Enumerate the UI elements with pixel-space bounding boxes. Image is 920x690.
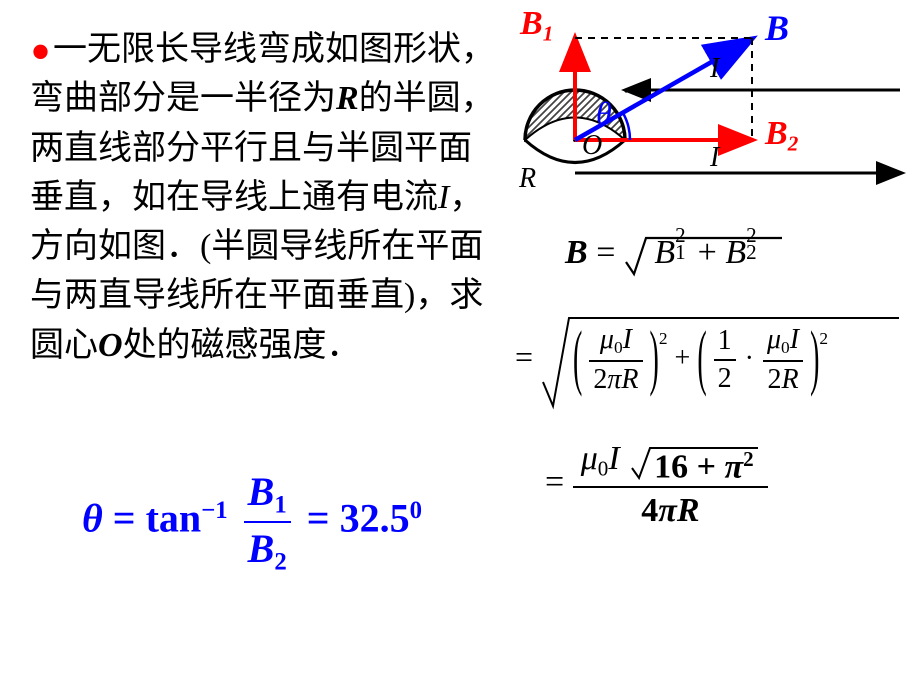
b-expand-eq: = ( μ0I 2πR )2 + ( 1 2 · μ0I 2R )2 xyxy=(515,310,915,412)
bexp-eq: = xyxy=(515,338,541,374)
bmag-b2sub: 2 xyxy=(746,240,757,265)
theta-label: θ xyxy=(596,95,612,132)
text-part4: 处的磁感强度． xyxy=(123,327,361,364)
rp2: ) xyxy=(810,319,819,402)
bmag-b1: B xyxy=(654,234,675,271)
theta-inv: −1 xyxy=(201,497,228,524)
rp1: ) xyxy=(650,319,659,402)
bmag-B: B xyxy=(565,234,588,271)
var-R: R xyxy=(336,80,359,117)
b2-label: B2 xyxy=(765,115,798,156)
bres-frac: μ0I 16 + π2 4πR xyxy=(573,440,768,530)
bullet-dot: • xyxy=(30,19,51,85)
i-bot-label: I xyxy=(710,142,719,174)
theta-val: 32.5 xyxy=(340,496,410,541)
bmag-b1sub: 1 xyxy=(675,240,686,265)
var-I: I xyxy=(438,179,449,216)
theta-eq1: = xyxy=(103,496,146,541)
bexp-plus: + xyxy=(675,343,698,374)
bmag-eq: = xyxy=(596,234,624,271)
b1-label: B1 xyxy=(520,5,553,46)
theta-num-sub: 1 xyxy=(274,491,286,518)
r-label: R xyxy=(519,163,536,195)
o-label: O xyxy=(582,130,602,162)
theta-deg: 0 xyxy=(410,497,422,524)
frac1: μ0I 2πR xyxy=(589,324,642,396)
b-result-eq: = μ0I 16 + π2 4πR xyxy=(545,440,768,530)
b-magnitude-eq: B = B21 + B22 xyxy=(565,232,884,278)
theta-sym: θ xyxy=(82,496,103,541)
bmag-b2: B xyxy=(725,234,746,271)
theta-eq2: = xyxy=(307,496,340,541)
theta-num-B: B xyxy=(248,469,275,514)
theta-equation: θ = tan−1 B1 B2 = 32.50 xyxy=(82,468,422,577)
i-top-label: I xyxy=(710,53,719,85)
sq2: 2 xyxy=(819,329,828,348)
b-label: B xyxy=(765,7,789,49)
diagram-svg xyxy=(520,10,910,210)
wire-diagram: B1 B B2 θ O R I I xyxy=(520,10,910,210)
frac2: μ0I 2R xyxy=(763,324,803,396)
lp1: ( xyxy=(573,319,582,402)
bmag-plus: + xyxy=(698,234,726,271)
theta-den-sub: 2 xyxy=(274,549,286,576)
problem-statement: •一无限长导线弯成如图形状，弯曲部分是一半径为R的半圆，两直线部分平行且与半圆平… xyxy=(30,25,500,370)
theta-den-B: B xyxy=(248,526,275,571)
theta-tan: tan xyxy=(146,496,202,541)
sq1: 2 xyxy=(659,329,668,348)
frac-half: 1 2 xyxy=(714,325,736,395)
bres-eq: = xyxy=(545,464,573,501)
lp2: ( xyxy=(697,319,706,402)
theta-frac: B1 B2 xyxy=(244,468,291,577)
top-conn xyxy=(625,90,627,92)
ellipse-front xyxy=(525,140,625,163)
var-O: O xyxy=(98,327,123,364)
